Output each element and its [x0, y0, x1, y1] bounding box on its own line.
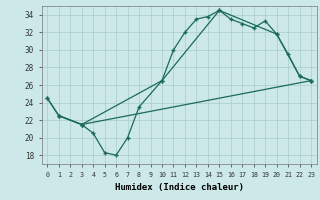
- X-axis label: Humidex (Indice chaleur): Humidex (Indice chaleur): [115, 183, 244, 192]
